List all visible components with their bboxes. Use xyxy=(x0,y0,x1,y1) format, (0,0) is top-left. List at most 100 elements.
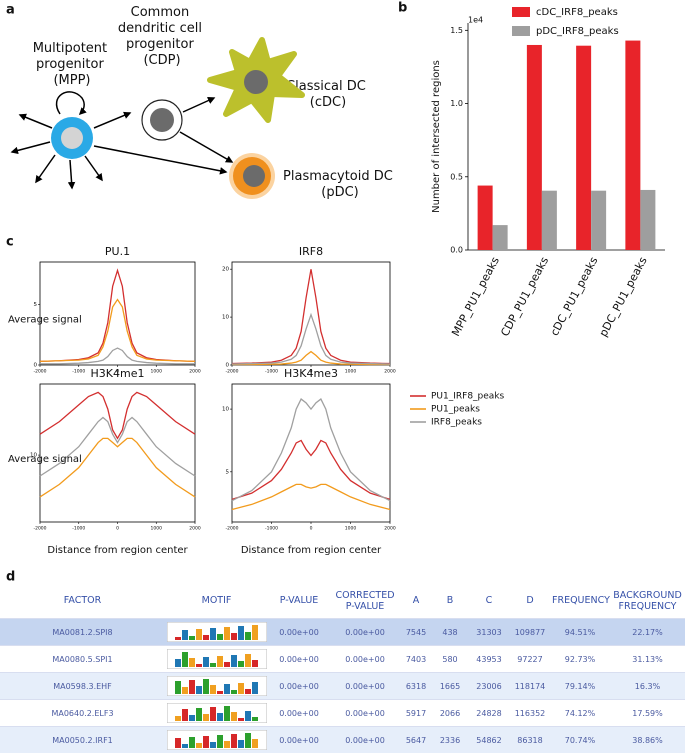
table-cell: 38.86% xyxy=(610,727,685,753)
x-tick-label: -2000 xyxy=(33,369,46,375)
table-cell: MA0081.2.SPI8 xyxy=(0,619,165,646)
x-tick-label: CDP_PU1_peaks xyxy=(498,254,551,338)
table-cell: 109877 xyxy=(510,619,550,646)
legend-label: PU1_IRF8_peaks xyxy=(431,392,505,402)
x-tick-label: -2000 xyxy=(225,526,238,532)
y-tick-label: 1.0 xyxy=(450,99,463,108)
table-cell: 23006 xyxy=(468,673,510,700)
bar xyxy=(493,225,508,250)
x-axis-label: Distance from region center xyxy=(47,545,188,556)
signal-line xyxy=(232,315,390,364)
diagram: Multipotent progenitor (MPP) Common dend… xyxy=(12,5,397,200)
table-cell: 580 xyxy=(432,646,468,673)
x-tick-label: -1000 xyxy=(265,526,278,532)
x-tick-label: 0 xyxy=(310,526,313,532)
node-label: Common dendritic cell progenitor (CDP) xyxy=(118,5,206,68)
table-cell: 0.00e+00 xyxy=(268,727,330,753)
y-tick-label: 0 xyxy=(226,363,230,369)
chart-title: IRF8 xyxy=(299,245,323,258)
table-cell: 79.14% xyxy=(550,673,610,700)
motif-logo xyxy=(167,649,267,669)
table-cell: 97227 xyxy=(510,646,550,673)
axis-offset: 1e4 xyxy=(468,16,483,25)
node-label: Plasmacytoid DC (pDC) xyxy=(283,169,397,200)
cdp-nucleus xyxy=(150,108,174,132)
y-tick-label: 5 xyxy=(226,469,230,475)
table-cell: 2066 xyxy=(432,700,468,727)
panel-label: b xyxy=(398,1,407,16)
x-tick-label: 1000 xyxy=(345,526,357,532)
x-axis-label: Distance from region center xyxy=(241,545,382,556)
table-cell: 43953 xyxy=(468,646,510,673)
table-cell: 70.74% xyxy=(550,727,610,753)
table-cell: 0.00e+00 xyxy=(330,619,400,646)
header-cell: MOTIF xyxy=(165,583,268,619)
header-cell: C xyxy=(468,583,510,619)
table-cell: 116352 xyxy=(510,700,550,727)
header-cell: FREQUENCY xyxy=(550,583,610,619)
table-cell: 7545 xyxy=(400,619,432,646)
table-cell: 2336 xyxy=(432,727,468,753)
x-tick-label: cDC_PU1_peaks xyxy=(548,254,601,338)
table-cell: 0.00e+00 xyxy=(268,673,330,700)
table-cell: 0.00e+00 xyxy=(268,619,330,646)
table-cell: 6318 xyxy=(400,673,432,700)
legend-label: pDC_IRF8_peaks xyxy=(536,26,619,37)
signal-line xyxy=(40,438,195,497)
legend-label: IRF8_peaks xyxy=(431,418,482,428)
x-tick-label: -1000 xyxy=(265,369,278,375)
arrows xyxy=(12,92,232,188)
chart-title: H3K4me1 xyxy=(91,367,145,380)
table-cell: MA0050.2.IRF1 xyxy=(0,727,165,753)
signal-line xyxy=(40,392,195,438)
table-cell: 0.00e+00 xyxy=(268,646,330,673)
mpp-nucleus xyxy=(61,127,83,149)
y-axis-label: Number of intersected regions xyxy=(431,60,442,213)
table-cell: 0.00e+00 xyxy=(330,646,400,673)
table-cell: 94.51% xyxy=(550,619,610,646)
legend-label: cDC_IRF8_peaks xyxy=(536,7,618,18)
motif-cell xyxy=(165,646,268,673)
header-cell: P-VALUE xyxy=(268,583,330,619)
plot-frame xyxy=(232,384,390,522)
pdc-nucleus xyxy=(243,165,265,187)
motif-cell xyxy=(165,619,268,646)
table-cell: 0.00e+00 xyxy=(330,700,400,727)
motif-cell xyxy=(165,673,268,700)
x-tick-label: 1000 xyxy=(151,526,163,532)
signal-line xyxy=(40,300,195,362)
node-label: Multipotent progenitor (MPP) xyxy=(33,41,112,88)
figure: a b c d Multipotent progenitor (MPP) Com… xyxy=(0,0,685,583)
signal-line xyxy=(232,484,390,509)
table-cell: MA0080.5.SPI1 xyxy=(0,646,165,673)
table-cell: MA0640.2.ELF3 xyxy=(0,700,165,727)
x-tick-label: 2000 xyxy=(189,369,201,375)
x-tick-label: MPP_PU1_peaks xyxy=(449,254,502,338)
table-cell: 74.12% xyxy=(550,700,610,727)
table-cell: 31303 xyxy=(468,619,510,646)
table-cell: 54862 xyxy=(468,727,510,753)
table-cell: 31.13% xyxy=(610,646,685,673)
y-tick-label: 1.5 xyxy=(450,26,463,35)
y-tick-label: 0.0 xyxy=(450,246,463,255)
table-cell: MA0598.3.EHF xyxy=(0,673,165,700)
plot-frame xyxy=(40,384,195,522)
legend-label: PU1_peaks xyxy=(431,405,480,415)
motif-logo xyxy=(167,676,267,696)
bar xyxy=(527,45,542,250)
x-tick-label: 2000 xyxy=(384,369,396,375)
x-tick-label: 0 xyxy=(116,526,119,532)
x-tick-label: 2000 xyxy=(384,526,396,532)
bar xyxy=(625,41,640,250)
table-cell: 0.00e+00 xyxy=(330,673,400,700)
chart-title: H3K4me3 xyxy=(284,367,338,380)
header-cell: D xyxy=(510,583,550,619)
bar xyxy=(640,190,655,250)
y-tick-label: 10 xyxy=(222,407,229,413)
